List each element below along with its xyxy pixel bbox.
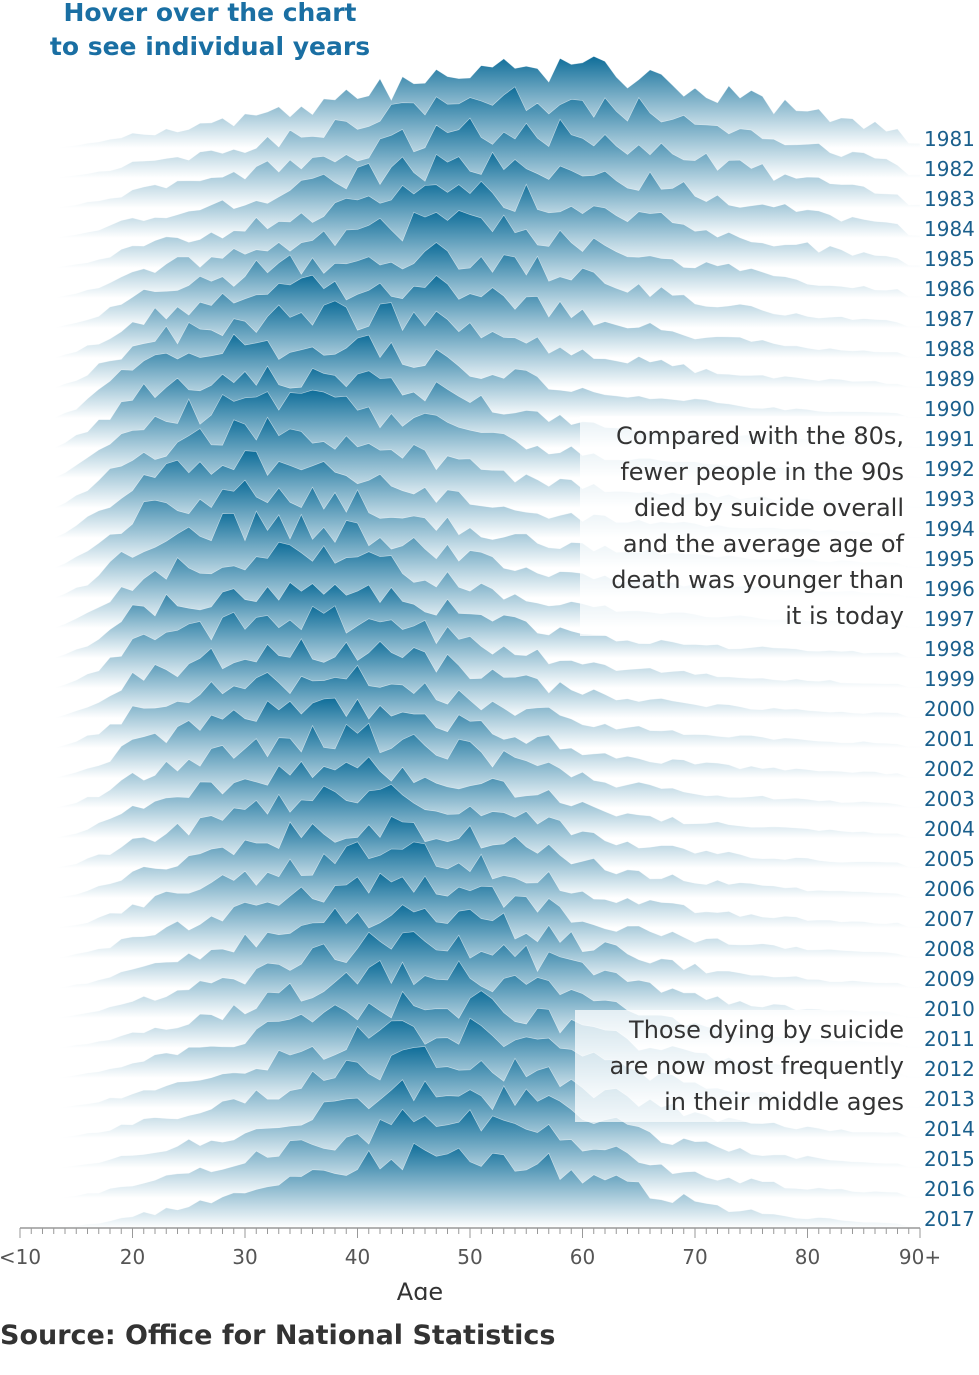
annotation-line: Those dying by suicide [629, 1016, 904, 1044]
year-label-1985: 1985 [924, 247, 975, 271]
year-label-1986: 1986 [924, 277, 975, 301]
year-label-1998: 1998 [924, 637, 975, 661]
year-label-1983: 1983 [924, 187, 975, 211]
x-tick-label: 80 [795, 1245, 820, 1269]
annotation-line: are now most frequently [609, 1052, 904, 1080]
x-tick-label: 20 [120, 1245, 145, 1269]
year-label-1997: 1997 [924, 607, 975, 631]
year-label-1995: 1995 [924, 547, 975, 571]
annotation-1990s: Compared with the 80s, fewer people in t… [580, 416, 906, 636]
x-tick-label: 70 [682, 1245, 707, 1269]
year-label-2003: 2003 [924, 787, 975, 811]
year-label-1993: 1993 [924, 487, 975, 511]
annotation-middle-ages: Those dying by suicide are now most freq… [575, 1010, 906, 1122]
year-label-1992: 1992 [924, 457, 975, 481]
ridge-2016[interactable] [20, 1108, 921, 1199]
x-axis-title: Age [397, 1278, 443, 1300]
year-label-2015: 2015 [924, 1147, 975, 1171]
year-label-1999: 1999 [924, 667, 975, 691]
year-label-1994: 1994 [924, 517, 975, 541]
ridge-2010[interactable] [20, 931, 921, 1019]
year-label-2016: 2016 [924, 1177, 975, 1201]
year-label-2007: 2007 [924, 907, 975, 931]
x-tick-label: 90+ [899, 1245, 941, 1269]
year-label-1984: 1984 [924, 217, 975, 241]
ridgeline-chart[interactable]: 1981 1982 1983 1984 1985 1986 1987 1988 1989 1990… [0, 0, 979, 1300]
year-label-2004: 2004 [924, 817, 975, 841]
annotation-line: Compared with the 80s, [616, 422, 904, 450]
annotation-line: it is today [785, 602, 904, 630]
x-tick-label: <10 [0, 1245, 41, 1269]
annotation-line: in their middle ages [664, 1088, 904, 1116]
ridge-2009[interactable] [20, 904, 921, 989]
annotation-line: died by suicide overall [633, 494, 904, 522]
x-tick-label: 50 [457, 1245, 482, 1269]
year-label-1989: 1989 [924, 367, 975, 391]
year-label-2000: 2000 [924, 697, 975, 721]
year-label-1987: 1987 [924, 307, 975, 331]
year-label-2011: 2011 [924, 1027, 975, 1051]
year-label-1990: 1990 [924, 397, 975, 421]
annotation-line: and the average age of [622, 530, 904, 558]
hover-hint-line: Hover over the chart [63, 0, 357, 27]
ridge-2017[interactable] [20, 1142, 921, 1229]
x-axis: <10 20 30 40 50 60 70 80 90+ Age [0, 1227, 941, 1300]
year-label-2014: 2014 [924, 1117, 975, 1141]
ridge-1983[interactable] [20, 117, 921, 209]
hover-hint-line: to see individual years [49, 32, 371, 61]
year-label-1988: 1988 [924, 337, 975, 361]
ridge-layer [20, 56, 921, 1229]
year-label-1982: 1982 [924, 157, 975, 181]
source-note: Source: Office for National Statistics [0, 1320, 556, 1351]
year-label-2005: 2005 [924, 847, 975, 871]
x-tick-label: 60 [570, 1245, 595, 1269]
x-tick-label: 30 [232, 1245, 257, 1269]
year-label-2013: 2013 [924, 1087, 975, 1111]
annotation-line: fewer people in the 90s [620, 458, 904, 486]
year-label-2008: 2008 [924, 937, 975, 961]
year-label-2012: 2012 [924, 1057, 975, 1081]
year-label-2006: 2006 [924, 877, 975, 901]
year-label-2017: 2017 [924, 1207, 975, 1231]
year-label-2001: 2001 [924, 727, 975, 751]
annotation-line: death was younger than [611, 566, 904, 594]
x-tick-label: 40 [345, 1245, 370, 1269]
year-label-2009: 2009 [924, 967, 975, 991]
year-label-2002: 2002 [924, 757, 975, 781]
year-label-1981: 1981 [924, 127, 975, 151]
year-label-1996: 1996 [924, 577, 975, 601]
hover-hint: Hover over the chart to see individual y… [20, 0, 400, 64]
year-label-2010: 2010 [924, 997, 975, 1021]
year-label-1991: 1991 [924, 427, 975, 451]
year-label-layer: 1981 1982 1983 1984 1985 1986 1987 1988 1989 1990… [924, 127, 975, 1231]
